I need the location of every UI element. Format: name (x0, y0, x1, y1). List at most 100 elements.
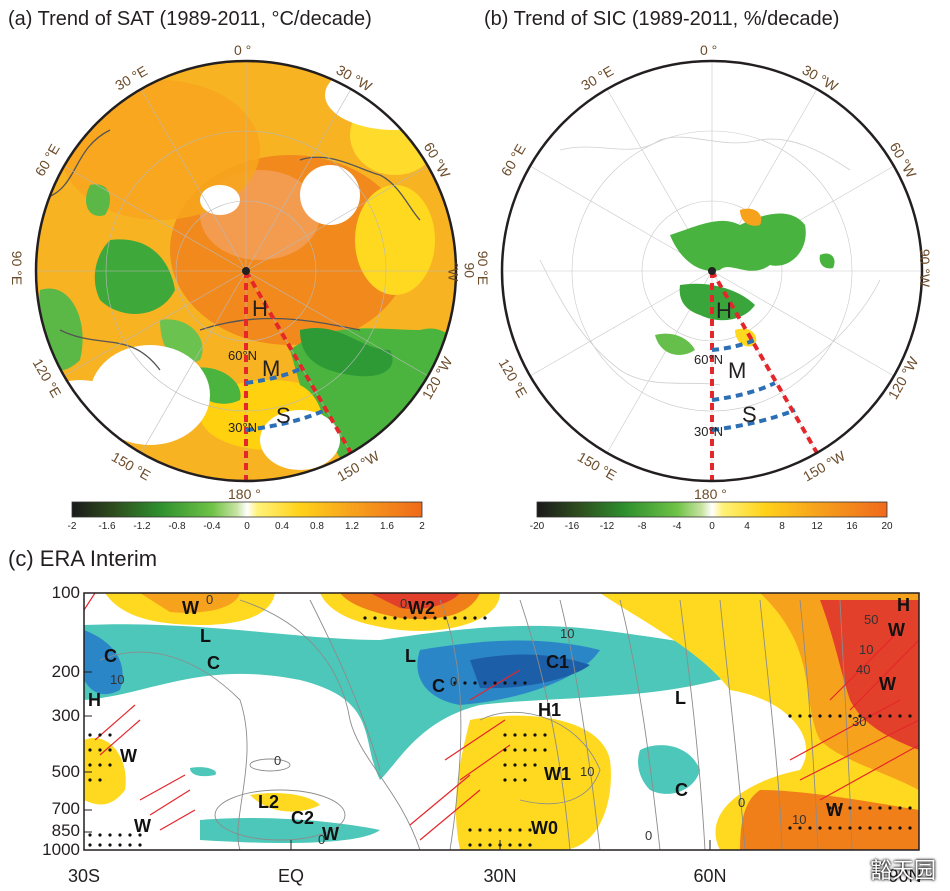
x-tick-label: EQ (277, 866, 305, 886)
y-tick-label: 500 (51, 762, 80, 781)
annotation: H1 (538, 700, 562, 720)
annotation: W (322, 824, 339, 844)
colorbar-tick: -1.6 (98, 521, 116, 532)
contour-label: 0 (645, 828, 653, 843)
contour-label: 0 (206, 592, 214, 607)
contour-label: 50 (864, 612, 879, 627)
lon-label: 60 °E (497, 141, 529, 179)
colorbar-tick: -4 (672, 521, 682, 532)
colorbar-tick: 20 (881, 521, 893, 532)
panel-b-map (500, 59, 924, 483)
y-tick-label: 850 (51, 821, 80, 840)
colorbar-tick: 16 (846, 521, 858, 532)
lon-label: 120 °E (29, 355, 65, 401)
lon-label: 60 °W (886, 139, 920, 181)
annotation: W (888, 620, 905, 640)
colorbar-tick: -20 (529, 521, 545, 532)
annotation: W (182, 598, 199, 618)
colorbar-tick: 12 (811, 521, 823, 532)
lon-label: 90 °W (917, 248, 934, 288)
annotation: H (897, 595, 910, 615)
panel-a-lon-labels: 0 ° 30 °E 30 °W 60 °E 60 °W 90 °E 90 °W … (0, 0, 477, 540)
lon-label: 120 °W (418, 354, 456, 402)
colorbar-tick: 4 (744, 521, 750, 532)
colorbar-tick: 1.6 (380, 521, 394, 532)
lon-label: 150 °W (800, 447, 848, 485)
lon-label: 30 °W (333, 61, 375, 95)
region-label-h: H (716, 298, 732, 323)
panel-a-title: (a) Trend of SAT (1989-2011, °C/decade) (8, 8, 372, 30)
lat-label: 60°N (694, 352, 724, 367)
region-label-s: S (742, 402, 757, 427)
lon-label: 0 ° (234, 42, 252, 58)
lon-label: 0 ° (700, 42, 718, 58)
contour-label: 40 (856, 662, 871, 677)
region-label-m: M (728, 358, 747, 383)
y-tick-label: 1000 (42, 840, 80, 859)
lon-label: 120 °W (884, 354, 922, 402)
annotation: L (200, 626, 211, 646)
region-label-s: S (276, 403, 291, 428)
contour-label: 10 (580, 764, 595, 779)
panel-b-title: (b) Trend of SIC (1989-2011, %/decade) (484, 8, 840, 30)
lon-label: 180 ° (694, 486, 727, 502)
watermark: 豁天园 (869, 859, 936, 884)
lon-label: 30 °E (112, 62, 151, 94)
annotation: C (207, 653, 220, 673)
contour-label: 30 (852, 714, 867, 729)
colorbar-tick: 8 (779, 521, 785, 532)
lon-label: 30 °E (578, 62, 617, 94)
y-tick-label: 100 (51, 583, 80, 602)
colorbar-tick: -2 (67, 521, 77, 532)
colorbar-tick: -8 (637, 521, 647, 532)
lon-label: 120 °E (495, 355, 531, 401)
annotation: C2 (291, 808, 315, 828)
x-tick-label: 90N (888, 866, 922, 886)
annotation: W (120, 746, 137, 766)
annotation: C (104, 646, 117, 666)
annotation: L2 (258, 792, 280, 812)
colorbar-tick: 1.2 (345, 521, 359, 532)
y-tick-label: 700 (51, 799, 80, 818)
region-label-m: M (262, 356, 281, 381)
colorbar-tick: 0.8 (310, 521, 324, 532)
lon-label: 150 °E (108, 448, 154, 484)
x-tick-label: 30S (67, 866, 101, 886)
contour-label: 0 (318, 832, 326, 847)
lat-label: 60°N (228, 348, 258, 363)
panel-a-map (34, 59, 458, 483)
colorbar-tick: -16 (564, 521, 580, 532)
colorbar-tick: -0.8 (168, 521, 186, 532)
colorbar-tick: -12 (599, 521, 615, 532)
colorbar-tick: 0 (709, 521, 715, 532)
y-tick-label: 300 (51, 706, 80, 725)
lon-label: 90 °E (9, 250, 26, 286)
annotation: C1 (546, 652, 570, 672)
contour-label: 10 (859, 642, 874, 657)
contour-label: 0 (400, 596, 408, 611)
colorbar-tick: 0.4 (275, 521, 289, 532)
annotation: C (432, 676, 445, 696)
lon-label: 150 °W (334, 447, 382, 485)
colorbar-tick: 0 (244, 521, 250, 532)
lon-label: 90 °E (475, 250, 492, 286)
panel-c-title: (c) ERA Interim (8, 546, 158, 571)
panel-a-colorbar (71, 501, 423, 518)
region-label-h: H (252, 296, 268, 321)
panel-b-colorbar (536, 501, 888, 518)
lon-label: 150 °E (574, 448, 620, 484)
y-tick-label: 200 (51, 662, 80, 681)
lon-label: 30 °W (799, 61, 841, 95)
contour-label: 0 (738, 795, 746, 810)
annotation: H (88, 690, 101, 710)
colorbar-tick: 2 (419, 521, 425, 532)
annotation: W (134, 816, 151, 836)
annotation: W (879, 674, 896, 694)
annotation: L (405, 646, 416, 666)
annotation: C (675, 780, 688, 800)
contour-label: 10 (560, 626, 575, 641)
contour-label: 0 (274, 753, 282, 768)
colorbar-tick: -0.4 (203, 521, 221, 532)
contour-label: 10 (792, 812, 807, 827)
